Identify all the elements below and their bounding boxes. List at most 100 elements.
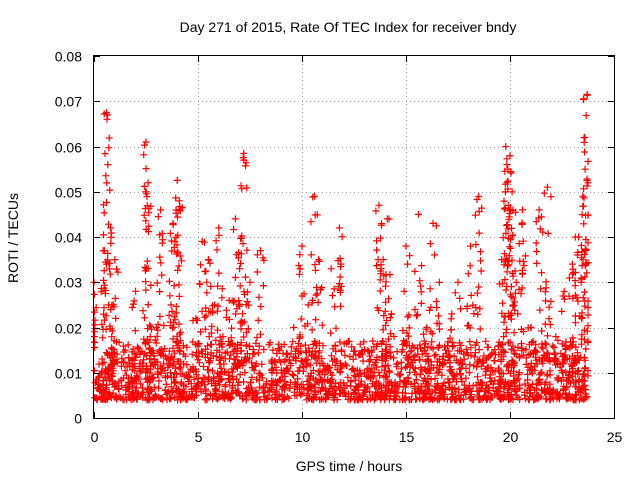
roti-point-cluster (272, 363, 280, 371)
roti-point-cluster (505, 395, 513, 403)
roti-point-cluster (426, 306, 433, 314)
roti-point-background (171, 349, 178, 357)
roti-point-background (145, 394, 153, 402)
roti-point-cluster (368, 372, 376, 380)
roti-point-cluster (376, 372, 384, 379)
roti-point-cluster (512, 387, 519, 395)
roti-point-cluster (380, 367, 388, 375)
roti-point-background (340, 340, 348, 348)
roti-point-cluster (129, 360, 137, 368)
roti-point-cluster (245, 301, 253, 309)
roti-point-cluster (499, 234, 507, 242)
roti-point-cluster (324, 364, 332, 372)
roti-point-cluster (508, 256, 516, 264)
roti-point-cluster (476, 325, 484, 333)
roti-point-cluster (511, 378, 519, 386)
roti-point-cluster (431, 388, 439, 396)
y-tick-label: 0 (74, 411, 82, 427)
roti-point-cluster (454, 347, 462, 355)
roti-point-cluster (254, 316, 262, 324)
roti-point-cluster (158, 271, 166, 279)
roti-point-cluster (119, 358, 127, 366)
roti-point-cluster (336, 286, 344, 294)
roti-point (103, 109, 110, 117)
roti-point-cluster (411, 306, 419, 313)
roti-point-cluster (517, 325, 525, 333)
roti-point (519, 206, 526, 214)
roti-point-cluster (407, 355, 415, 363)
roti-point-cluster (372, 207, 380, 215)
roti-point-cluster (198, 307, 206, 315)
roti-point-cluster (558, 307, 566, 315)
roti-point-background (193, 371, 200, 379)
roti-point (236, 265, 244, 273)
roti-point-cluster (503, 161, 511, 168)
roti-point-cluster (201, 325, 209, 333)
roti-point-cluster (315, 379, 323, 387)
roti-point-cluster (476, 305, 484, 313)
roti-point-cluster (328, 375, 336, 383)
roti-point-background (491, 376, 499, 384)
roti-point-cluster (506, 244, 514, 252)
roti-point-background (443, 395, 451, 403)
x-tick-label: 0 (91, 429, 99, 445)
roti-point-cluster (353, 383, 361, 391)
roti-point-cluster (128, 303, 136, 311)
x-tick-label: 15 (399, 429, 415, 445)
roti-point-cluster (478, 204, 486, 212)
roti-point-cluster (236, 392, 244, 400)
roti-point-background (341, 351, 349, 359)
roti-point-cluster (565, 292, 573, 300)
roti-point-cluster (406, 348, 414, 356)
roti-point-background (155, 377, 163, 385)
roti-point-cluster (422, 358, 430, 365)
roti-point-cluster (154, 320, 162, 328)
roti-point-cluster (107, 239, 115, 247)
roti-point-cluster (347, 378, 355, 386)
roti-point-cluster (165, 311, 173, 319)
roti-point-cluster (400, 287, 408, 295)
roti-point-background (336, 338, 344, 346)
roti-point-cluster (380, 353, 388, 361)
roti-point-cluster (105, 144, 113, 152)
roti-point-background (352, 373, 360, 380)
roti-point (508, 188, 516, 196)
roti-point-cluster (281, 372, 289, 380)
roti-point-cluster (174, 266, 182, 274)
roti-point-cluster (304, 320, 311, 328)
roti-point-cluster (112, 379, 119, 387)
roti-point-cluster (226, 355, 233, 363)
roti-point-cluster (418, 262, 425, 270)
roti-point-cluster (503, 221, 511, 229)
y-tick-label: 0.02 (55, 321, 82, 337)
roti-point-background (201, 353, 209, 361)
roti-point-cluster (156, 288, 164, 296)
roti-point-cluster (337, 282, 345, 290)
roti-point-cluster (107, 393, 115, 401)
roti-point (483, 364, 491, 372)
roti-point-cluster (580, 185, 588, 193)
roti-point (352, 382, 360, 390)
roti-point-cluster (147, 323, 155, 331)
roti-point-background (467, 344, 475, 352)
roti-point-background (351, 347, 359, 355)
roti-point-background (422, 378, 430, 386)
roti-point (290, 324, 298, 331)
roti-point-background (194, 375, 202, 383)
roti-point-cluster (507, 169, 515, 177)
roti-point-background (229, 382, 236, 390)
roti-point-cluster (143, 352, 151, 360)
roti-point-background (303, 390, 311, 398)
roti-point-background (247, 379, 255, 387)
roti-point-cluster (538, 269, 545, 277)
roti-point-cluster (503, 282, 511, 290)
roti-point-cluster (289, 338, 297, 346)
roti-point-cluster (577, 278, 585, 286)
roti-point-cluster (518, 284, 526, 292)
roti-point-background (360, 338, 368, 346)
roti-point-cluster (537, 213, 545, 221)
roti-point-cluster (559, 369, 566, 377)
roti-point (148, 373, 156, 381)
roti-point-cluster (228, 340, 236, 348)
roti-point-cluster (213, 346, 221, 354)
